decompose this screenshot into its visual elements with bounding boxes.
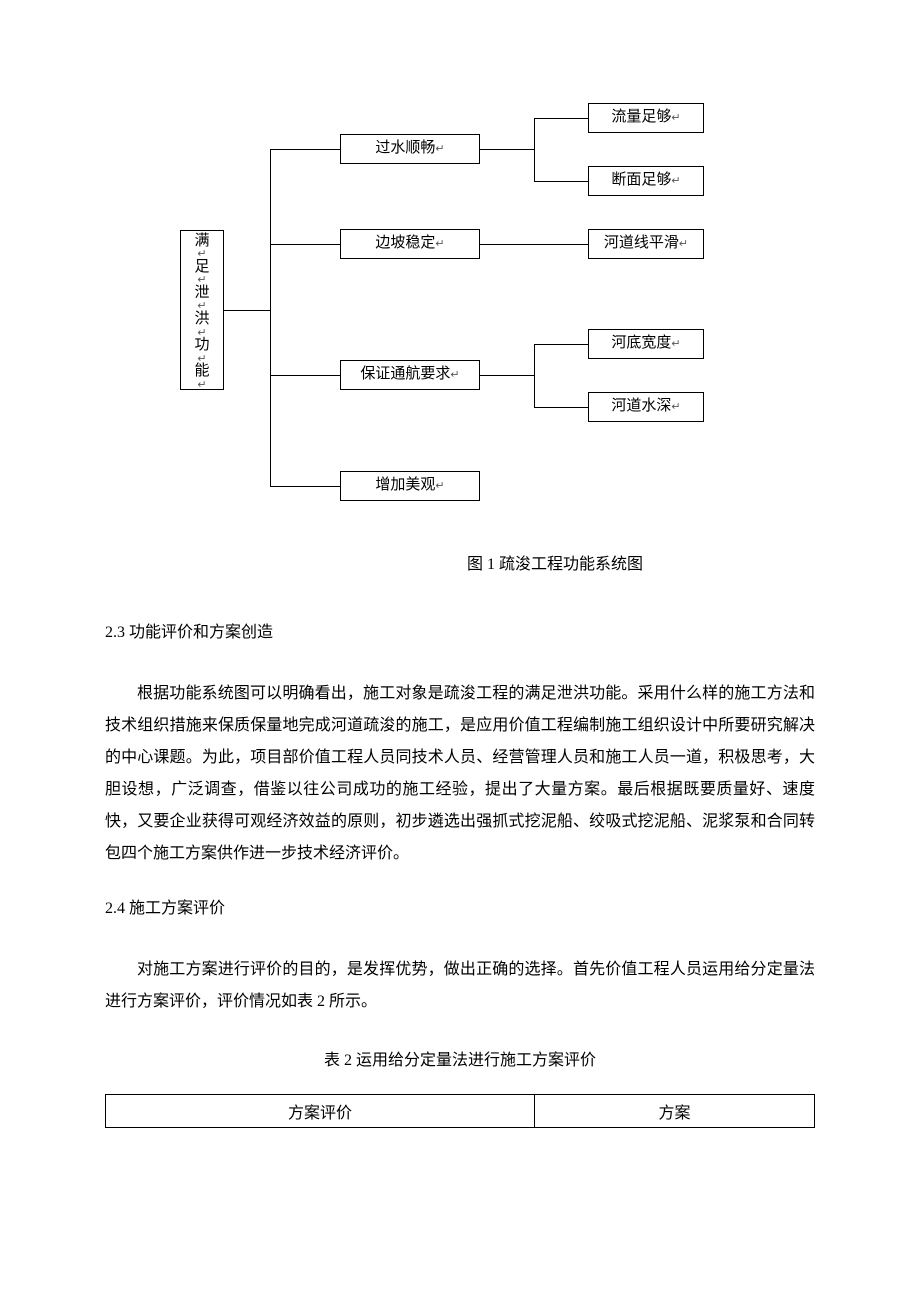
section-heading-2-3: 2.3 功能评价和方案创造 xyxy=(105,618,815,642)
leaf-label: 河底宽度 xyxy=(611,334,671,354)
diagram-leaf-node: 流量足够↵ xyxy=(588,103,704,133)
mid-label: 保证通航要求 xyxy=(360,365,450,385)
connector xyxy=(480,375,534,376)
return-mark: ↵ xyxy=(197,356,206,363)
leaf-label: 流量足够 xyxy=(611,108,671,128)
table-header-cell: 方案评价 xyxy=(106,1095,535,1128)
connector xyxy=(534,181,588,182)
return-mark: ↵ xyxy=(197,330,206,337)
return-mark: ↵ xyxy=(679,237,688,251)
diagram-mid-node: 过水顺畅↵ xyxy=(340,134,480,164)
function-system-diagram: 满↵ 足↵ 泄↵ 洪↵ 功↵ 能↵ 过水顺畅↵ 边坡稳定↵ 保证通航要求↵ 增加… xyxy=(180,100,740,510)
paragraph-2-3: 根据功能系统图可以明确看出，施工对象是疏浚工程的满足泄洪功能。采用什么样的施工方… xyxy=(105,678,815,870)
diagram-leaf-node: 河底宽度↵ xyxy=(588,329,704,359)
table-caption: 表 2 运用给分定量法进行施工方案评价 xyxy=(105,1046,815,1070)
evaluation-table: 方案评价 方案 xyxy=(105,1094,815,1128)
diagram-mid-node: 保证通航要求↵ xyxy=(340,360,480,390)
connector xyxy=(480,244,588,245)
return-mark: ↵ xyxy=(671,111,680,125)
connector xyxy=(270,486,340,487)
return-mark: ↵ xyxy=(197,251,206,258)
connector xyxy=(534,344,588,345)
diagram-mid-node: 边坡稳定↵ xyxy=(340,229,480,259)
diagram-leaf-node: 断面足够↵ xyxy=(588,166,704,196)
return-mark: ↵ xyxy=(671,337,680,351)
return-mark: ↵ xyxy=(450,368,459,382)
return-mark: ↵ xyxy=(435,479,444,493)
paragraph-2-4: 对施工方案进行评价的目的，是发挥优势，做出正确的选择。首先价值工程人员运用给分定… xyxy=(105,954,815,1018)
connector xyxy=(270,244,340,245)
return-mark: ↵ xyxy=(671,174,680,188)
connector xyxy=(534,118,588,119)
diagram-root: 满↵ 足↵ 泄↵ 洪↵ 功↵ 能↵ xyxy=(180,230,224,390)
leaf-label: 河道线平滑 xyxy=(604,234,679,254)
connector xyxy=(534,118,535,181)
leaf-label: 断面足够 xyxy=(611,171,671,191)
return-mark: ↵ xyxy=(671,400,680,414)
mid-label: 增加美观 xyxy=(375,476,435,496)
connector xyxy=(270,149,340,150)
connector xyxy=(480,149,534,150)
section-heading-2-4: 2.4 施工方案评价 xyxy=(105,894,815,918)
diagram-leaf-node: 河道水深↵ xyxy=(588,392,704,422)
connector xyxy=(534,407,588,408)
table-row: 方案评价 方案 xyxy=(106,1095,815,1128)
table-header-cell: 方案 xyxy=(534,1095,814,1128)
mid-label: 过水顺畅 xyxy=(375,139,435,159)
return-mark: ↵ xyxy=(197,303,206,310)
mid-label: 边坡稳定 xyxy=(375,234,435,254)
diagram-mid-node: 增加美观↵ xyxy=(340,471,480,501)
return-mark: ↵ xyxy=(435,237,444,251)
connector xyxy=(270,375,340,376)
return-mark: ↵ xyxy=(197,382,206,389)
connector xyxy=(534,344,535,407)
figure-caption: 图 1 疏浚工程功能系统图 xyxy=(295,550,815,574)
leaf-label: 河道水深 xyxy=(611,397,671,417)
return-mark: ↵ xyxy=(435,142,444,156)
connector xyxy=(270,149,271,486)
diagram-leaf-node: 河道线平滑↵ xyxy=(588,229,704,259)
connector xyxy=(224,310,270,311)
return-mark: ↵ xyxy=(197,277,206,284)
